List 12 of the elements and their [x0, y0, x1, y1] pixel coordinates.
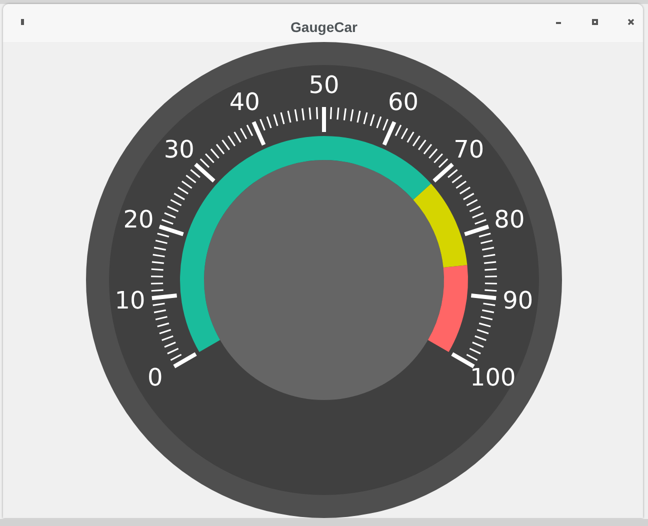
text: 40	[229, 88, 260, 116]
text: 50	[308, 71, 340, 99]
text: 70	[454, 136, 484, 164]
text: 10	[114, 286, 146, 314]
text: 60	[388, 88, 419, 116]
text: 0	[147, 364, 163, 392]
text: 80	[494, 206, 525, 234]
text: 30	[164, 136, 194, 164]
text: 100	[470, 364, 516, 392]
text: 90	[502, 286, 534, 314]
chart-title: GaugeCar	[290, 19, 358, 35]
text: 20	[123, 206, 154, 234]
